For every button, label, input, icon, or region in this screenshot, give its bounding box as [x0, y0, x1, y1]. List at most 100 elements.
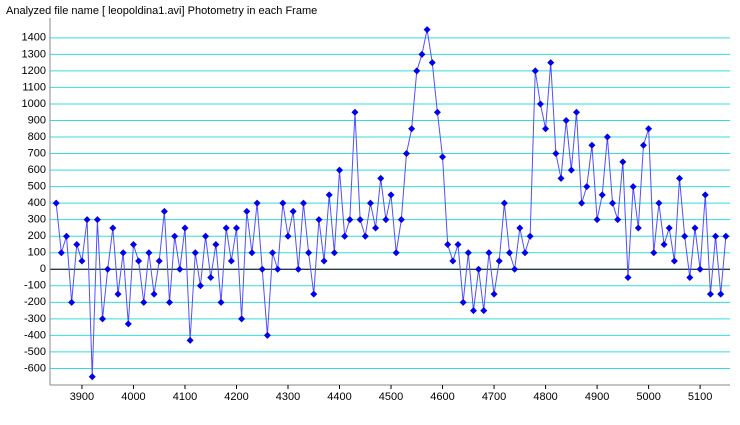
data-point [341, 232, 349, 240]
data-point [629, 183, 637, 191]
data-point [609, 199, 617, 207]
y-tick-label: -600 [24, 362, 46, 374]
data-point [490, 290, 498, 298]
data-point [196, 282, 204, 290]
data-point [408, 125, 416, 133]
data-point [712, 232, 720, 240]
data-point [676, 174, 684, 182]
data-point [387, 191, 395, 199]
data-point [480, 307, 488, 315]
x-tick-label: 4600 [430, 391, 454, 403]
data-point [691, 224, 699, 232]
data-point [542, 125, 550, 133]
data-point [701, 191, 709, 199]
data-point [114, 290, 122, 298]
data-point [521, 249, 529, 257]
y-tick-label: -500 [24, 346, 46, 358]
data-point [572, 108, 580, 116]
data-point [464, 249, 472, 257]
data-point [325, 191, 333, 199]
data-point [330, 249, 338, 257]
x-tick-label: 4400 [327, 391, 351, 403]
data-point [660, 240, 668, 248]
y-tick-label: 200 [28, 230, 46, 242]
data-point [299, 199, 307, 207]
data-point [433, 108, 441, 116]
y-tick-label: 100 [28, 247, 46, 259]
data-point [377, 174, 385, 182]
data-point [351, 108, 359, 116]
data-point [413, 67, 421, 75]
data-point [547, 59, 555, 67]
data-point [145, 249, 153, 257]
x-tick-label: 5000 [636, 391, 660, 403]
data-point [557, 174, 565, 182]
x-tick-label: 5100 [688, 391, 712, 403]
data-point [511, 265, 519, 273]
data-point [402, 150, 410, 158]
data-point [516, 224, 524, 232]
data-point [68, 298, 76, 306]
x-tick-label: 4200 [224, 391, 248, 403]
data-point [258, 265, 266, 273]
data-point [423, 26, 431, 34]
data-point [475, 265, 483, 273]
y-tick-label: 1100 [22, 81, 46, 93]
data-point [562, 116, 570, 124]
data-point [57, 249, 65, 257]
data-point [495, 257, 503, 265]
data-point [361, 232, 369, 240]
y-tick-label: -300 [24, 313, 46, 325]
data-point [346, 216, 354, 224]
data-point [227, 257, 235, 265]
data-point [269, 249, 277, 257]
data-point [645, 125, 653, 133]
data-point [598, 191, 606, 199]
data-point [485, 249, 493, 257]
data-point [274, 265, 282, 273]
data-point [696, 265, 704, 273]
data-point [315, 216, 323, 224]
data-point [124, 320, 132, 328]
data-point [253, 199, 261, 207]
data-point [536, 100, 544, 108]
data-point [160, 207, 168, 215]
data-point [686, 274, 694, 282]
data-point [62, 232, 70, 240]
data-point [129, 240, 137, 248]
data-point [428, 59, 436, 67]
x-tick-label: 4800 [533, 391, 557, 403]
data-point [356, 216, 364, 224]
data-point [248, 249, 256, 257]
data-point [186, 336, 194, 344]
data-point [567, 166, 575, 174]
data-point [78, 257, 86, 265]
data-point [171, 232, 179, 240]
data-point [392, 249, 400, 257]
data-point [526, 232, 534, 240]
y-tick-label: 1300 [22, 48, 46, 60]
data-point [593, 216, 601, 224]
data-point [655, 199, 663, 207]
data-point [279, 199, 287, 207]
data-point [263, 331, 271, 339]
data-point [449, 257, 457, 265]
data-point [639, 141, 647, 149]
x-tick-label: 4000 [121, 391, 145, 403]
data-point [238, 315, 246, 323]
data-point [459, 298, 467, 306]
data-point [52, 199, 60, 207]
y-tick-label: 1200 [22, 65, 46, 77]
data-point [583, 183, 591, 191]
y-tick-label: 700 [28, 147, 46, 159]
x-tick-label: 4900 [585, 391, 609, 403]
x-tick-label: 4300 [276, 391, 300, 403]
data-point [624, 274, 632, 282]
x-tick-label: 3900 [70, 391, 94, 403]
data-point [166, 298, 174, 306]
y-tick-label: 900 [28, 114, 46, 126]
data-point [469, 307, 477, 315]
data-point [289, 207, 297, 215]
data-point [83, 216, 91, 224]
